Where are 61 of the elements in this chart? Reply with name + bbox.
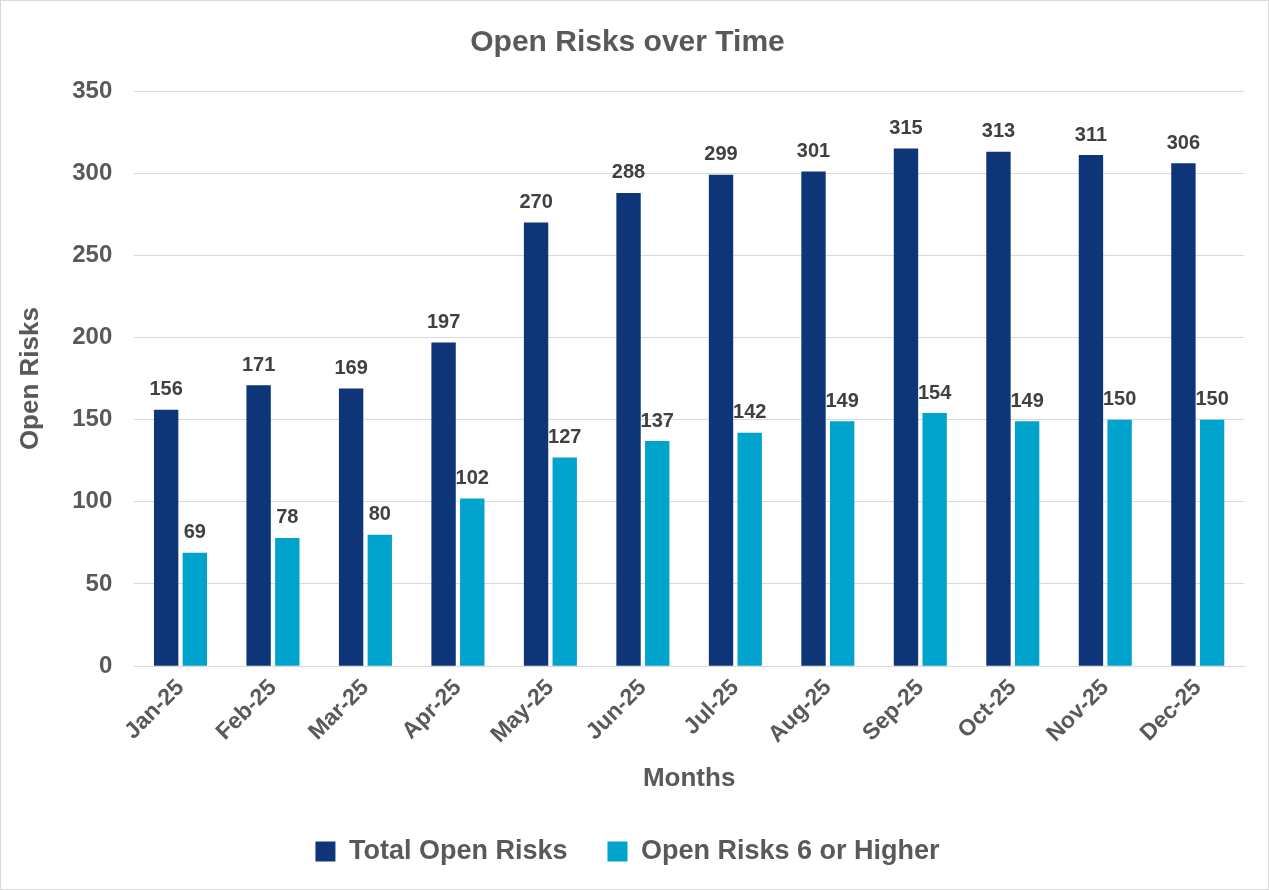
data-label: 299: [704, 142, 738, 165]
bar: [1199, 419, 1225, 666]
data-label: 270: [519, 189, 553, 212]
y-tick-label: 250: [72, 239, 113, 267]
y-tick-label: 350: [72, 75, 113, 103]
bar: [367, 534, 392, 666]
bar: [1078, 155, 1104, 666]
y-tick-label: 200: [72, 322, 113, 350]
data-label: 149: [825, 388, 859, 411]
legend-label: Total Open Risks: [348, 834, 568, 865]
data-label: 154: [917, 380, 953, 403]
data-label: 306: [1166, 130, 1201, 153]
y-tick-label: 50: [85, 568, 113, 596]
data-label: 150: [1195, 387, 1229, 410]
bar: [708, 174, 734, 666]
x-axis-title: Months: [642, 761, 736, 792]
data-label: 288: [611, 160, 646, 183]
bar: [431, 342, 456, 666]
data-label: 142: [733, 400, 767, 423]
bar: [922, 413, 947, 666]
data-label: 156: [149, 377, 183, 400]
bar: [616, 192, 641, 666]
data-label: 149: [1010, 388, 1044, 411]
bar: [523, 222, 549, 666]
data-label: 150: [1102, 387, 1137, 410]
data-label: 313: [981, 119, 1016, 142]
data-label: 169: [334, 355, 368, 378]
y-tick-label: 100: [72, 486, 113, 514]
bar: [1107, 419, 1132, 666]
data-label: 311: [1074, 122, 1108, 145]
data-label: 80: [368, 502, 391, 525]
y-tick-label: 150: [72, 404, 113, 432]
bar: [645, 441, 670, 666]
bar: [893, 148, 919, 666]
data-label: 102: [455, 466, 489, 489]
bar: [1171, 163, 1196, 666]
data-label: 137: [640, 408, 674, 431]
data-label: 301: [796, 139, 831, 162]
data-label: 127: [548, 424, 582, 447]
data-label: 69: [183, 520, 206, 543]
bar: [246, 385, 271, 666]
bar: [460, 498, 485, 666]
bar: [801, 171, 826, 666]
bar: [338, 388, 364, 666]
data-label: 171: [241, 352, 276, 375]
data-label: 78: [276, 505, 299, 528]
bar: [182, 552, 207, 666]
data-label: 197: [426, 309, 461, 332]
legend-label: Open Risks 6 or Higher: [640, 834, 941, 865]
bar: [737, 432, 762, 666]
bar: [275, 537, 300, 666]
bar: [1014, 421, 1040, 666]
y-tick-label: 300: [72, 157, 113, 185]
y-axis-title: Open Risks: [13, 307, 44, 451]
bar: [153, 409, 179, 666]
bar: [829, 421, 855, 666]
bar: [986, 151, 1011, 666]
bar: [552, 457, 577, 666]
y-tick-label: 0: [98, 650, 113, 678]
data-label: 315: [889, 116, 923, 139]
chart-title: Open Risks over Time: [470, 24, 785, 58]
